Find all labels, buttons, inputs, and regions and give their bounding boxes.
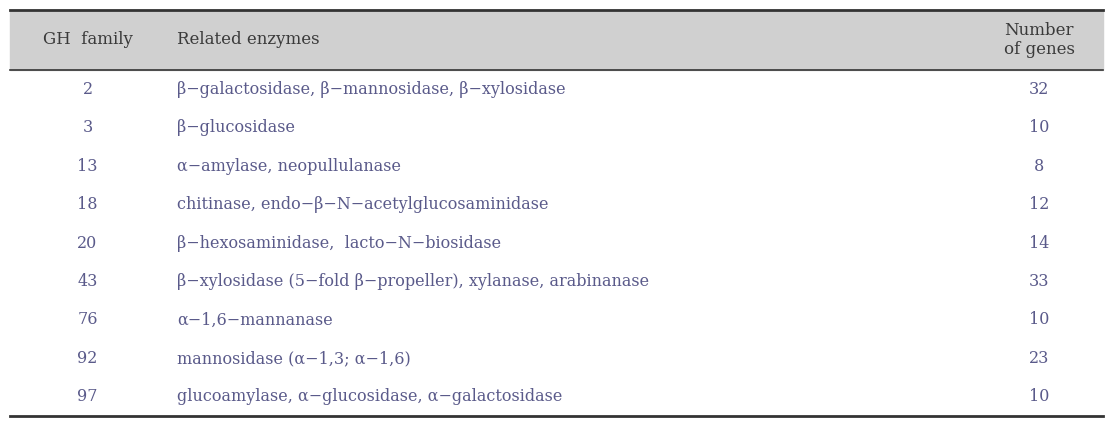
Text: glucoamylase, α−glucosidase, α−galactosidase: glucoamylase, α−glucosidase, α−galactosi…: [177, 388, 562, 405]
Text: 18: 18: [77, 196, 98, 213]
Text: 20: 20: [78, 234, 98, 251]
Bar: [10, 262, 1103, 301]
Text: GH  family: GH family: [42, 32, 132, 49]
Text: β−hexosaminidase,  lacto−N−biosidase: β−hexosaminidase, lacto−N−biosidase: [177, 234, 501, 251]
Text: 33: 33: [1028, 273, 1050, 290]
Text: 8: 8: [1034, 158, 1044, 175]
Text: β−galactosidase, β−mannosidase, β−xylosidase: β−galactosidase, β−mannosidase, β−xylosi…: [177, 81, 565, 98]
Text: 12: 12: [1028, 196, 1050, 213]
Text: β−glucosidase: β−glucosidase: [177, 119, 295, 136]
Text: 10: 10: [1028, 119, 1050, 136]
Text: β−xylosidase (5−fold β−propeller), xylanase, arabinanase: β−xylosidase (5−fold β−propeller), xylan…: [177, 273, 649, 290]
Bar: [10, 224, 1103, 262]
Text: 43: 43: [77, 273, 98, 290]
Bar: [10, 70, 1103, 109]
Text: α−1,6−mannanase: α−1,6−mannanase: [177, 311, 333, 328]
Text: 76: 76: [77, 311, 98, 328]
Bar: [10, 147, 1103, 185]
Text: 23: 23: [1028, 350, 1050, 367]
Text: chitinase, endo−β−N−acetylglucosaminidase: chitinase, endo−β−N−acetylglucosaminidas…: [177, 196, 549, 213]
Text: 10: 10: [1028, 311, 1050, 328]
Bar: [10, 301, 1103, 339]
Text: 13: 13: [77, 158, 98, 175]
Bar: [10, 185, 1103, 224]
Text: Number
of genes: Number of genes: [1004, 22, 1074, 58]
Text: 2: 2: [82, 81, 92, 98]
Text: 10: 10: [1028, 388, 1050, 405]
Text: 3: 3: [82, 119, 92, 136]
Bar: [10, 377, 1103, 416]
Text: Related enzymes: Related enzymes: [177, 32, 319, 49]
Text: 14: 14: [1028, 234, 1050, 251]
Text: mannosidase (α−1,3; α−1,6): mannosidase (α−1,3; α−1,6): [177, 350, 411, 367]
Text: 92: 92: [77, 350, 98, 367]
Bar: [10, 109, 1103, 147]
Bar: [10, 10, 1103, 70]
Bar: [10, 339, 1103, 377]
Text: 32: 32: [1028, 81, 1050, 98]
Text: α−amylase, neopullulanase: α−amylase, neopullulanase: [177, 158, 401, 175]
Text: 97: 97: [77, 388, 98, 405]
